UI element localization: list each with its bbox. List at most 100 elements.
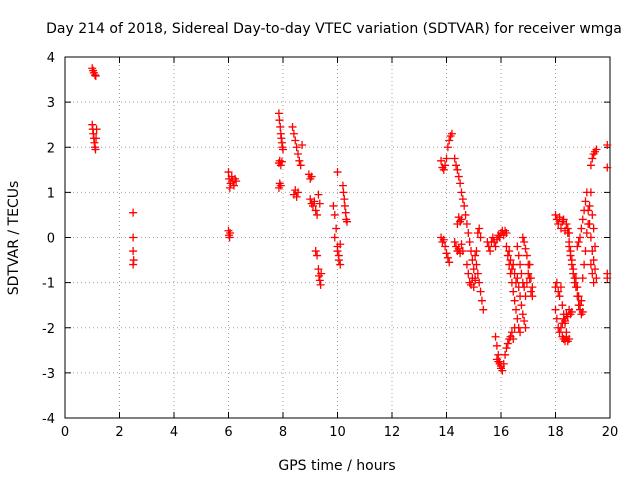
data-point	[333, 168, 342, 177]
data-point	[570, 278, 579, 287]
data-point	[562, 219, 571, 228]
data-point	[578, 274, 587, 283]
data-point	[567, 260, 576, 269]
data-point	[457, 215, 466, 224]
data-point	[509, 287, 518, 296]
data-point	[91, 145, 100, 154]
data-point	[517, 269, 526, 278]
data-point	[563, 228, 572, 237]
data-point	[277, 157, 286, 166]
data-point	[472, 247, 481, 256]
data-point	[518, 233, 527, 242]
data-point	[92, 125, 101, 134]
data-point	[340, 201, 349, 210]
data-point	[586, 188, 595, 197]
data-point	[513, 314, 522, 323]
data-point	[442, 154, 451, 163]
data-point	[457, 240, 466, 249]
data-point	[509, 335, 518, 344]
data-point	[522, 251, 531, 260]
data-point	[129, 247, 138, 256]
y-tick-label: -2	[42, 322, 55, 337]
data-point	[556, 224, 565, 233]
data-points	[88, 64, 612, 375]
data-point	[555, 328, 564, 337]
data-point	[494, 350, 503, 359]
data-point	[588, 154, 597, 163]
data-point	[552, 314, 561, 323]
data-point	[439, 235, 448, 244]
data-point	[443, 143, 452, 152]
data-point	[495, 233, 504, 242]
data-point	[576, 233, 585, 242]
data-point	[295, 156, 304, 165]
x-tick-label: 0	[61, 425, 69, 440]
data-point	[580, 260, 589, 269]
data-point	[501, 350, 510, 359]
data-point	[308, 201, 317, 210]
data-point	[551, 210, 560, 219]
data-point	[275, 116, 284, 125]
data-point	[473, 228, 482, 237]
data-point	[279, 145, 287, 154]
data-point	[473, 269, 482, 278]
data-point	[293, 150, 302, 159]
data-point	[475, 278, 484, 287]
data-point	[566, 251, 575, 260]
data-point	[551, 305, 560, 314]
data-point	[584, 206, 593, 215]
data-point	[461, 210, 470, 219]
data-point	[454, 244, 463, 253]
y-tick-label: 2	[47, 141, 55, 156]
data-point	[511, 305, 520, 314]
data-point	[503, 251, 512, 260]
data-point	[524, 269, 533, 278]
data-point	[334, 256, 343, 265]
data-point	[491, 332, 500, 341]
x-tick-label: 12	[384, 425, 401, 440]
data-point	[603, 274, 612, 283]
data-point	[314, 190, 323, 199]
data-point	[229, 181, 238, 190]
data-point	[507, 328, 516, 337]
y-axis-ticks: -4 -3 -2 -1 0 1 2 3 4	[42, 51, 610, 427]
x-tick-label: 2	[115, 425, 123, 440]
data-point	[442, 249, 451, 258]
data-point	[291, 136, 300, 145]
data-point	[454, 172, 463, 181]
data-point	[556, 283, 565, 292]
data-point	[289, 129, 298, 138]
data-point	[506, 256, 515, 265]
data-point	[502, 344, 511, 353]
data-point	[445, 258, 454, 267]
data-point	[559, 215, 568, 224]
data-point	[603, 163, 612, 172]
data-point	[577, 224, 586, 233]
data-point	[521, 244, 530, 253]
data-point	[338, 181, 347, 190]
data-point	[471, 276, 480, 285]
data-point	[559, 310, 568, 319]
data-point	[492, 341, 501, 350]
data-point	[469, 283, 478, 292]
data-point	[336, 240, 345, 249]
data-point	[453, 165, 462, 174]
data-point	[462, 219, 471, 228]
data-point	[524, 260, 533, 269]
chart-title: Day 214 of 2018, Sidereal Day-to-day VTE…	[46, 21, 622, 37]
data-point	[486, 247, 495, 256]
data-point	[510, 269, 519, 278]
data-point	[296, 161, 305, 170]
data-point	[528, 283, 537, 292]
y-tick-label: -1	[42, 277, 55, 292]
data-point	[276, 181, 285, 190]
data-point	[591, 242, 600, 251]
data-point	[581, 197, 590, 206]
data-point	[513, 274, 522, 283]
data-point	[578, 307, 587, 316]
data-point	[445, 136, 454, 145]
data-point	[311, 247, 320, 256]
data-point	[476, 233, 485, 242]
data-point	[526, 287, 535, 296]
x-tick-label: 14	[438, 425, 455, 440]
